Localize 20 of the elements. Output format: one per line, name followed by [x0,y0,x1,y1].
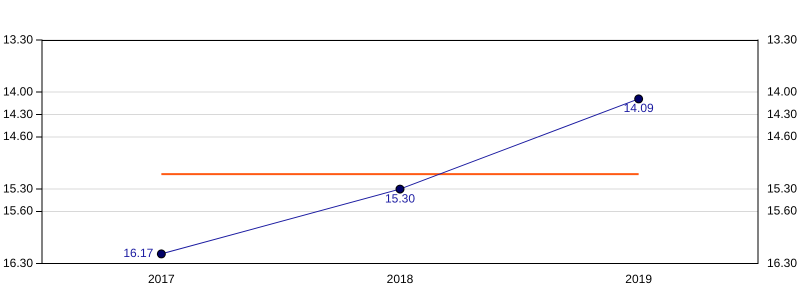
data-label: 16.17 [123,246,154,260]
y-tick-label: 14.30 [3,106,34,121]
data-label: 14.09 [624,101,654,116]
y2-tick-label: 14.30 [766,106,798,121]
y-tick-label: 15.60 [3,204,34,218]
y2-tick-label: 13.30 [766,32,798,46]
x-tick-label: 2019 [625,272,652,286]
y2-tick-label: 15.30 [766,181,798,196]
y-tick-label: 16.30 [3,256,34,270]
y-tick-label: 14.60 [3,129,34,144]
x-tick-label: 2018 [386,272,414,286]
y-tick-label: 13.30 [3,32,34,46]
y2-tick-label: 14.60 [766,129,798,144]
x-tick-label: 2017 [148,272,176,286]
y-tick-label: 15.30 [3,181,34,196]
data-label: 15.30 [384,191,416,206]
y2-tick-label: 14.00 [766,84,798,98]
y2-tick-label: 15.60 [766,204,798,218]
y-tick-label: 14.00 [3,84,34,98]
y2-tick-label: 16.30 [766,256,798,270]
